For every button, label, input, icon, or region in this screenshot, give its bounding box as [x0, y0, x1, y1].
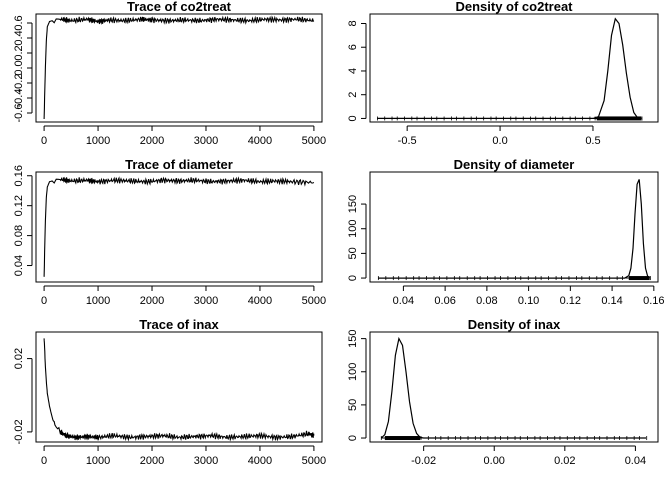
y-tick-label: 0.08 [13, 225, 25, 246]
y-tick-label: 8 [347, 20, 359, 26]
x-tick-label: 1000 [86, 135, 110, 147]
x-tick-label: 5000 [302, 295, 326, 307]
x-tick-label: 0.06 [434, 295, 455, 307]
x-tick-label: 0.16 [643, 295, 664, 307]
trace-inax-panel: Trace of inax 0 1000 2000 3000 4000 5000 -0.02 0… [13, 317, 326, 467]
x-tick-label: 1000 [86, 455, 110, 467]
y-tick-label: 50 [347, 247, 359, 259]
x-tick-label: 0 [41, 295, 47, 307]
y-tick-label: -0.6 [13, 104, 25, 123]
y-tick-label: 0 [347, 115, 359, 121]
y-tick-label: 0.4 [13, 30, 25, 45]
x-tick-label: 2000 [140, 455, 164, 467]
rug-dense [596, 116, 642, 121]
y-tick-label: 0.2 [13, 45, 25, 60]
x-tick-label: 4000 [248, 135, 272, 147]
panel-title: Trace of co2treat [127, 0, 232, 14]
trace-line [43, 176, 315, 277]
x-tick-label: 1000 [86, 295, 110, 307]
x-tick-label: 2000 [140, 135, 164, 147]
y-tick-label: 150 [347, 329, 359, 347]
rug-dense [628, 276, 650, 281]
y-tick-label: 0.6 [13, 15, 25, 30]
y-tick-label: 0.02 [13, 348, 25, 369]
x-tick-label: 0.5 [585, 135, 600, 147]
panel-title: Density of co2treat [455, 0, 573, 14]
x-tick-label: 0 [41, 135, 47, 147]
x-tick-label: 0.12 [560, 295, 581, 307]
y-tick-label: 0 [347, 435, 359, 441]
trace-line [43, 338, 315, 442]
x-tick-label: 3000 [194, 295, 218, 307]
y-tick-label: -0.4 [13, 89, 25, 108]
x-tick-label: 5000 [302, 455, 326, 467]
x-tick-label: 0.08 [476, 295, 497, 307]
plot-frame [35, 13, 323, 123]
x-tick-label: -0.5 [398, 135, 417, 147]
density-co2treat-panel: Density of co2treat -0.5 0.0 0.5 0 2 4 6 8 [347, 0, 659, 147]
x-tick-label: 0.02 [554, 455, 575, 467]
y-tick-label: 150 [347, 195, 359, 213]
trace-diameter-panel: Trace of diameter 0 1000 2000 3000 4000 5000 0.… [13, 157, 326, 307]
y-tick-label: 2 [347, 92, 359, 98]
y-tick-label: 4 [347, 68, 359, 74]
plot-frame [35, 331, 323, 443]
y-tick-label: 0.12 [13, 195, 25, 216]
y-tick-label: -0.02 [13, 419, 25, 444]
y-tick-label: 0.0 [13, 60, 25, 75]
x-tick-label: 0 [41, 455, 47, 467]
y-tick-label: 50 [347, 399, 359, 411]
panel-title: Trace of inax [139, 317, 219, 332]
x-tick-label: 3000 [194, 135, 218, 147]
x-tick-label: 3000 [194, 455, 218, 467]
x-tick-label: 4000 [248, 295, 272, 307]
y-tick-label: 100 [347, 220, 359, 238]
panel-title: Trace of diameter [125, 157, 233, 172]
trace-co2treat-panel: Trace of co2treat 0 1000 2000 3000 4000 5000 -0… [13, 0, 326, 147]
y-tick-label: 0.04 [13, 255, 25, 276]
plot-frame [369, 331, 659, 443]
y-tick-label: 6 [347, 44, 359, 50]
density-curve [380, 336, 646, 439]
density-curve [378, 179, 651, 279]
plot-frame [35, 171, 323, 283]
rug-dense [384, 436, 421, 441]
x-tick-label: 0.14 [601, 295, 622, 307]
plot-frame [369, 171, 659, 283]
density-curve [377, 17, 642, 120]
trace-line [43, 15, 315, 120]
x-tick-label: 0.00 [484, 455, 505, 467]
x-tick-label: 0.10 [518, 295, 539, 307]
density-diameter-panel: Density of diameter 0.04 0.06 0.08 0.10 0.12 0… [347, 157, 665, 307]
y-tick-label: -0.2 [13, 74, 25, 93]
y-tick-label: 0 [347, 275, 359, 281]
panel-title: Density of diameter [454, 157, 575, 172]
x-tick-label: 5000 [302, 135, 326, 147]
x-tick-label: 0.04 [393, 295, 414, 307]
panel-title: Density of inax [468, 317, 561, 332]
x-tick-label: 4000 [248, 455, 272, 467]
plot-frame [369, 13, 659, 123]
x-tick-label: -0.02 [411, 455, 436, 467]
x-tick-label: 0.04 [625, 455, 646, 467]
y-tick-label: 100 [347, 363, 359, 381]
x-tick-label: 2000 [140, 295, 164, 307]
x-tick-label: 0.0 [492, 135, 507, 147]
density-inax-panel: Density of inax -0.02 0.00 0.02 0.04 0 50 100 15… [347, 317, 659, 467]
y-tick-label: 0.16 [13, 165, 25, 186]
